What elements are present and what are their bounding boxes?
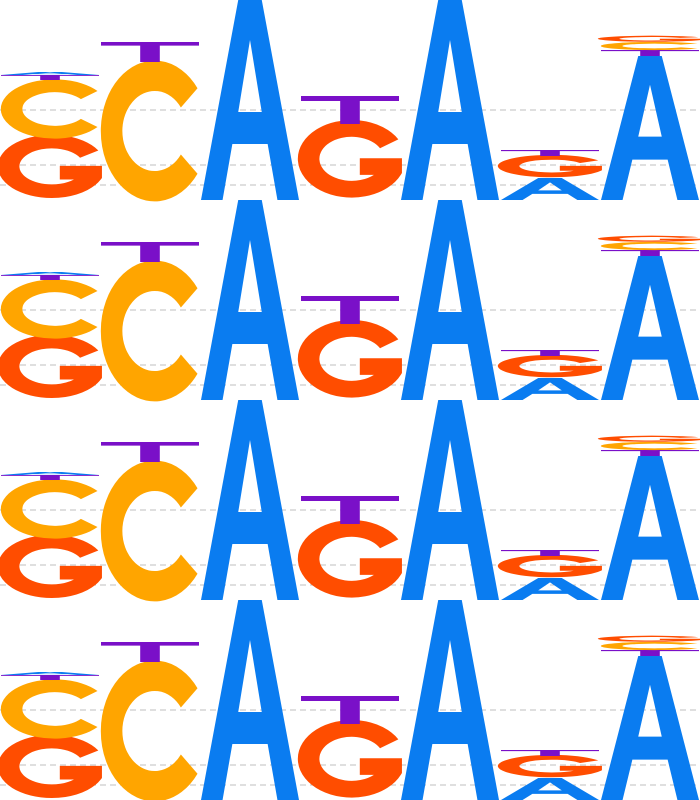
logo-letter-a-pos6 xyxy=(501,178,599,200)
logo-letter-t-pos1 xyxy=(1,275,99,280)
logo-letter-a-pos5 xyxy=(401,400,499,600)
logo-letter-t-pos1 xyxy=(1,675,99,680)
gridlines xyxy=(0,109,700,786)
logo-letter-a-pos7 xyxy=(601,456,699,600)
logo-letter-c-pos1 xyxy=(0,279,98,339)
logo-letter-a-pos6 xyxy=(501,578,599,600)
logo-letter-g-pos1 xyxy=(0,134,102,199)
logo-letter-t-pos6 xyxy=(501,150,599,156)
logo-letter-c-pos7 xyxy=(600,441,698,451)
logo-letter-g-pos7 xyxy=(597,435,700,442)
logo-letter-c-pos7 xyxy=(600,641,698,651)
logo-letter-g-pos7 xyxy=(597,35,700,42)
logo-letter-g-pos4 xyxy=(297,720,402,798)
logo-letter-g-pos1 xyxy=(0,334,102,399)
logo-letter-g-pos6 xyxy=(497,554,602,578)
logo-letter-a-pos5 xyxy=(401,0,499,200)
logo-letter-a-pos6 xyxy=(501,378,599,400)
logo-letter-a-pos7 xyxy=(601,256,699,400)
logo-letter-a-pos3 xyxy=(201,0,299,200)
logo-letter-t-pos2 xyxy=(101,42,199,62)
logo-letter-a-pos3 xyxy=(201,400,299,600)
logo-letter-g-pos6 xyxy=(497,754,602,778)
logo-letter-t-pos4 xyxy=(301,296,399,324)
logo-letter-c-pos7 xyxy=(600,241,698,251)
logo-letter-t-pos4 xyxy=(301,496,399,524)
logo-letter-t-pos1 xyxy=(1,475,99,480)
logo-letter-t-pos2 xyxy=(101,242,199,262)
logo-letter-a-pos1 xyxy=(1,672,99,675)
logo-letter-t-pos1 xyxy=(1,75,99,80)
logo-letter-t-pos6 xyxy=(501,550,599,556)
logo-letter-g-pos6 xyxy=(497,154,602,178)
logo-letter-c-pos2 xyxy=(100,60,198,202)
logo-letter-a-pos6 xyxy=(501,778,599,800)
logo-letter-g-pos4 xyxy=(297,320,402,398)
logo-letter-c-pos1 xyxy=(0,679,98,739)
logo-letter-g-pos1 xyxy=(0,534,102,599)
logo-letter-g-pos4 xyxy=(297,520,402,598)
logo-letter-a-pos1 xyxy=(1,472,99,475)
logo-letter-t-pos7 xyxy=(601,250,699,256)
logo-letter-a-pos3 xyxy=(201,600,299,800)
logo-letter-t-pos7 xyxy=(601,450,699,456)
logo-letter-c-pos2 xyxy=(100,260,198,402)
logo-letter-a-pos7 xyxy=(601,656,699,800)
logo-letter-c-pos2 xyxy=(100,660,198,800)
logo-letter-g-pos7 xyxy=(597,635,700,642)
logo-letter-a-pos1 xyxy=(1,72,99,75)
logo-letter-c-pos1 xyxy=(0,479,98,539)
logo-letter-a-pos7 xyxy=(601,56,699,200)
logo-letter-t-pos4 xyxy=(301,696,399,724)
logo-letter-a-pos3 xyxy=(201,200,299,400)
logo-letter-g-pos1 xyxy=(0,734,102,799)
logo-letter-g-pos6 xyxy=(497,354,602,378)
logo-letter-t-pos2 xyxy=(101,642,199,662)
logo-letter-t-pos4 xyxy=(301,96,399,124)
logo-letter-t-pos7 xyxy=(601,50,699,56)
logo-letter-t-pos6 xyxy=(501,350,599,356)
logo-letter-c-pos1 xyxy=(0,79,98,139)
logo-letter-g-pos4 xyxy=(297,120,402,198)
logo-letter-a-pos1 xyxy=(1,272,99,275)
logo-letter-g-pos7 xyxy=(597,235,700,242)
logo-letter-t-pos7 xyxy=(601,650,699,656)
logo-letter-a-pos5 xyxy=(401,200,499,400)
logo-letter-t-pos2 xyxy=(101,442,199,462)
logo-letter-c-pos2 xyxy=(100,460,198,602)
logo-letter-a-pos5 xyxy=(401,600,499,800)
logo-letter-t-pos6 xyxy=(501,750,599,756)
logo-letter-c-pos7 xyxy=(600,41,698,51)
